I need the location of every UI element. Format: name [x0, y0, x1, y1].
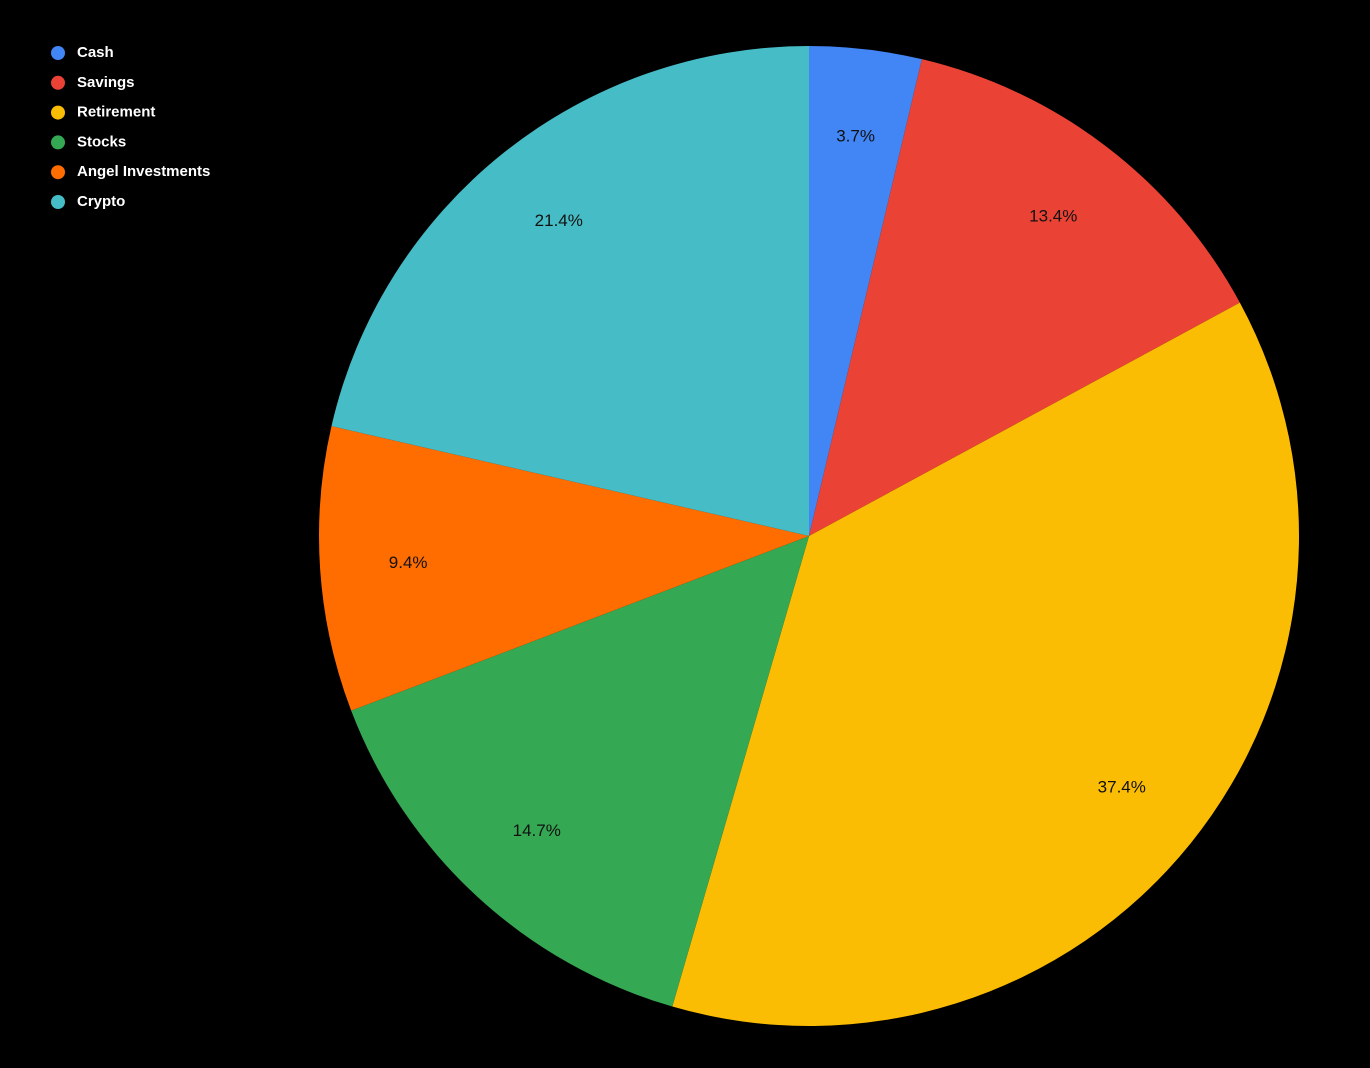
pie-slice	[351, 536, 809, 1007]
legend-marker	[51, 105, 65, 120]
legend-label: Cash	[77, 44, 114, 61]
pie-slice	[809, 59, 1240, 536]
slice-label: 13.4%	[1029, 206, 1077, 225]
legend-marker	[51, 46, 65, 60]
pie-slice	[331, 46, 809, 536]
pie-slice	[809, 46, 922, 536]
slice-label: 9.4%	[389, 553, 428, 572]
slice-label: 21.4%	[535, 211, 583, 230]
legend-label: Crypto	[77, 193, 125, 210]
legend-marker	[51, 165, 65, 180]
legend-marker	[51, 75, 65, 90]
pie-slice	[672, 302, 1299, 1026]
legend-marker	[51, 195, 65, 209]
slice-label: 37.4%	[1098, 778, 1146, 797]
legend-label: Angel Investments	[77, 163, 210, 180]
slice-label: 3.7%	[836, 126, 875, 145]
legend-label: Stocks	[77, 133, 126, 150]
legend-marker	[51, 135, 65, 150]
pie-slice	[319, 426, 809, 711]
legend-label: Retirement	[77, 104, 155, 121]
legend-label: Savings	[77, 74, 135, 91]
slice-label: 14.7%	[513, 821, 561, 840]
